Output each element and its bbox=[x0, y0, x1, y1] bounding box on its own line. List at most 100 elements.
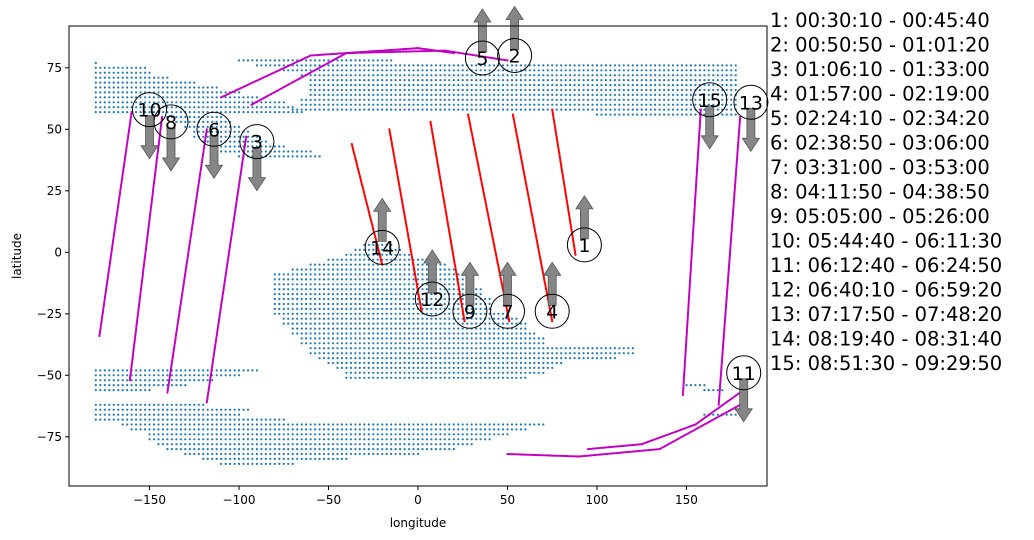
land-point bbox=[372, 297, 375, 301]
land-point bbox=[721, 98, 724, 101]
land-point bbox=[139, 374, 142, 377]
land-point bbox=[425, 64, 428, 67]
land-point bbox=[448, 64, 451, 67]
land-point bbox=[278, 462, 281, 465]
pass-point bbox=[432, 141, 436, 144]
land-point bbox=[416, 64, 420, 67]
land-point bbox=[390, 317, 393, 320]
land-point bbox=[533, 93, 536, 96]
land-point bbox=[408, 332, 411, 335]
land-point bbox=[381, 347, 384, 350]
land-point bbox=[376, 288, 379, 291]
pass-point bbox=[391, 143, 394, 147]
land-point bbox=[452, 322, 455, 325]
land-point bbox=[246, 428, 250, 431]
land-point bbox=[707, 389, 710, 392]
land-point bbox=[318, 59, 321, 62]
land-point bbox=[515, 366, 518, 369]
land-point bbox=[421, 74, 424, 77]
land-point bbox=[300, 307, 303, 310]
land-point bbox=[309, 155, 312, 158]
land-point bbox=[376, 108, 379, 111]
land-point bbox=[206, 443, 209, 446]
land-point bbox=[202, 379, 205, 382]
land-point bbox=[336, 103, 339, 106]
land-point bbox=[488, 108, 491, 111]
land-point bbox=[676, 79, 679, 82]
land-point bbox=[694, 103, 697, 106]
land-point bbox=[604, 108, 608, 111]
land-point bbox=[193, 86, 196, 89]
land-point bbox=[501, 357, 505, 360]
pass-point bbox=[110, 247, 114, 250]
land-point bbox=[300, 428, 303, 431]
land-point bbox=[421, 376, 424, 379]
land-point bbox=[412, 288, 415, 291]
pass-point bbox=[137, 306, 140, 309]
land-point bbox=[457, 438, 460, 441]
land-point bbox=[439, 88, 442, 92]
land-point bbox=[278, 297, 281, 301]
land-point bbox=[385, 428, 388, 431]
land-point bbox=[336, 357, 339, 360]
land-point bbox=[613, 88, 617, 92]
land-point bbox=[193, 135, 196, 138]
land-point bbox=[470, 64, 473, 67]
land-point bbox=[394, 357, 397, 360]
pass-point bbox=[183, 275, 186, 278]
land-point bbox=[524, 79, 527, 82]
land-point bbox=[622, 103, 625, 106]
land-point bbox=[385, 332, 388, 335]
land-point bbox=[220, 428, 223, 431]
land-point bbox=[452, 433, 455, 436]
land-point bbox=[354, 248, 357, 251]
land-point bbox=[663, 108, 666, 111]
land-point bbox=[649, 69, 652, 72]
land-point bbox=[99, 379, 102, 382]
land-point bbox=[282, 448, 285, 451]
pass-point bbox=[119, 187, 122, 190]
land-point bbox=[533, 83, 536, 87]
land-point bbox=[376, 347, 379, 350]
land-point bbox=[604, 357, 608, 360]
land-point bbox=[358, 443, 361, 446]
land-point bbox=[434, 352, 437, 355]
land-point bbox=[443, 268, 446, 271]
pass-point bbox=[431, 130, 434, 133]
land-point bbox=[309, 443, 312, 446]
land-point bbox=[421, 342, 424, 345]
land-point bbox=[421, 347, 424, 350]
land-point bbox=[376, 452, 379, 456]
pass-point bbox=[212, 355, 215, 358]
land-point bbox=[685, 83, 688, 87]
land-point bbox=[121, 423, 124, 426]
land-point bbox=[390, 452, 393, 456]
land-point bbox=[206, 413, 209, 416]
land-point bbox=[430, 357, 433, 360]
pass-point bbox=[138, 296, 141, 299]
land-point bbox=[184, 369, 187, 372]
land-point bbox=[381, 371, 384, 374]
land-point bbox=[152, 428, 156, 431]
land-point bbox=[336, 423, 339, 426]
land-point bbox=[631, 352, 634, 355]
land-point bbox=[524, 327, 527, 330]
land-point bbox=[385, 74, 388, 77]
land-point bbox=[318, 337, 321, 340]
pass-point bbox=[551, 111, 554, 114]
land-point bbox=[408, 253, 411, 256]
land-point bbox=[479, 108, 482, 111]
land-point bbox=[264, 145, 267, 148]
land-point bbox=[161, 413, 165, 416]
land-point bbox=[439, 268, 442, 271]
land-point bbox=[148, 106, 151, 109]
land-point bbox=[296, 302, 299, 306]
land-point bbox=[600, 98, 603, 101]
land-point bbox=[425, 352, 428, 355]
land-point bbox=[300, 332, 303, 335]
land-point bbox=[408, 288, 411, 291]
land-point bbox=[322, 283, 326, 286]
land-point bbox=[148, 408, 151, 411]
land-point bbox=[260, 111, 263, 114]
land-point bbox=[318, 288, 321, 291]
